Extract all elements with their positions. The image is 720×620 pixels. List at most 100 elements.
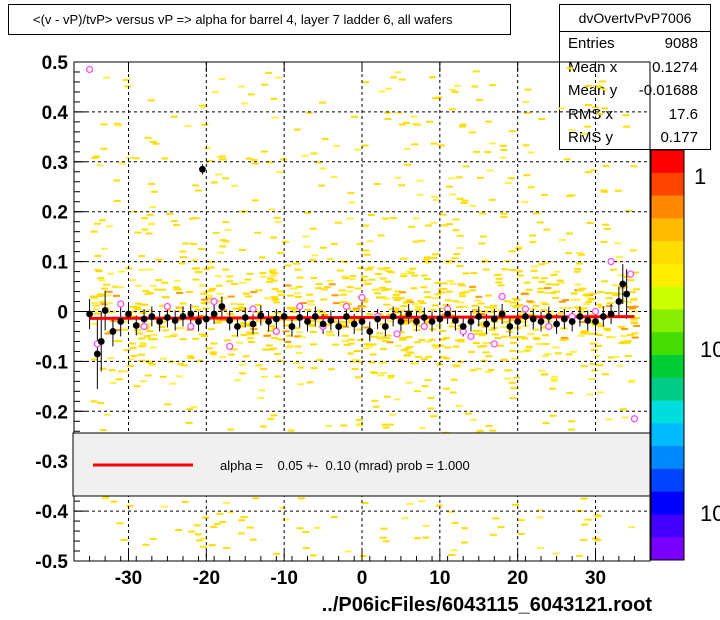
density-cell	[309, 258, 317, 261]
density-cell	[243, 323, 251, 326]
density-cell	[91, 296, 99, 299]
density-cell	[480, 332, 488, 335]
density-cell	[170, 220, 178, 223]
density-cell	[222, 221, 230, 224]
density-cell	[497, 317, 505, 320]
x-tick-label: -30	[115, 568, 142, 589]
density-cell	[630, 165, 638, 168]
density-cell	[542, 303, 550, 306]
x-axis-file-label: ../P06icFiles/6043115_6043121.root	[321, 594, 652, 616]
density-cell	[200, 292, 208, 295]
density-cell	[159, 304, 167, 307]
density-cell	[191, 305, 199, 308]
density-cell	[581, 329, 589, 332]
density-cell	[146, 268, 154, 271]
density-cell	[219, 245, 227, 248]
density-cell	[194, 270, 202, 273]
density-cell	[556, 279, 564, 282]
density-cell	[354, 319, 362, 322]
density-cell	[295, 285, 303, 288]
density-cell	[330, 176, 338, 179]
density-cell	[175, 529, 183, 532]
density-cell	[368, 361, 376, 364]
density-cell	[231, 282, 239, 285]
density-cell	[144, 374, 152, 377]
density-cell	[92, 308, 100, 311]
density-cell	[266, 329, 274, 332]
density-cell	[164, 309, 172, 312]
density-cell	[265, 280, 273, 283]
density-cell	[362, 347, 370, 350]
density-cell	[250, 158, 258, 161]
density-cell	[406, 502, 414, 505]
density-cell	[399, 338, 407, 341]
density-cell	[443, 387, 451, 390]
density-cell	[107, 357, 115, 360]
density-cell	[354, 287, 362, 290]
density-cell	[565, 195, 573, 198]
density-cell	[269, 271, 277, 274]
density-cell	[526, 300, 534, 303]
data-point	[179, 313, 187, 320]
density-cell	[528, 301, 536, 304]
density-cell	[307, 303, 315, 306]
stats-row-rms-x: RMS x 17.6	[560, 103, 710, 127]
density-cell	[456, 265, 464, 268]
density-cell	[237, 532, 245, 535]
density-cell	[330, 320, 338, 323]
density-cell	[584, 295, 592, 298]
data-point	[350, 320, 358, 328]
density-cell	[479, 212, 487, 215]
density-cell	[347, 342, 355, 345]
density-cell	[363, 253, 371, 256]
density-cell	[353, 309, 361, 312]
data-point	[343, 313, 350, 320]
density-cell	[439, 330, 447, 333]
density-cell	[590, 169, 598, 172]
density-cell	[405, 336, 413, 339]
density-cell	[348, 277, 356, 280]
density-cell	[595, 333, 603, 336]
density-cell	[105, 290, 113, 293]
density-cell	[518, 336, 526, 339]
density-cell	[606, 304, 614, 307]
density-cell	[541, 334, 549, 337]
density-cell	[508, 250, 516, 253]
colorbar-cell	[651, 514, 684, 538]
density-cell	[602, 165, 610, 168]
density-cell	[360, 275, 368, 278]
density-cell	[224, 229, 232, 232]
density-cell	[577, 334, 585, 337]
density-cell	[538, 118, 546, 121]
density-cell	[254, 231, 262, 234]
density-cell	[148, 182, 156, 185]
density-cell	[366, 313, 374, 316]
density-cell	[624, 354, 632, 357]
density-cell	[633, 324, 641, 327]
density-cell	[407, 271, 415, 274]
density-cell	[603, 228, 611, 231]
density-cell	[375, 332, 383, 335]
density-cell	[568, 420, 576, 423]
density-cell	[523, 174, 531, 177]
density-cell	[321, 314, 329, 317]
density-cell	[464, 412, 472, 415]
density-cell	[103, 283, 111, 286]
density-cell	[454, 339, 462, 342]
density-cell	[495, 277, 503, 280]
density-cell	[198, 333, 206, 336]
density-cell	[139, 380, 147, 383]
density-cell	[481, 342, 489, 345]
density-cell	[425, 224, 433, 227]
density-cell	[482, 268, 490, 271]
data-point	[327, 317, 335, 324]
density-cell	[214, 275, 222, 278]
density-cell	[326, 333, 334, 336]
density-cell	[172, 286, 180, 289]
data-point	[568, 318, 576, 325]
density-cell	[304, 308, 312, 311]
density-cell	[134, 231, 142, 234]
density-cell	[519, 310, 527, 313]
density-cell	[237, 303, 245, 306]
density-cell	[159, 288, 167, 291]
